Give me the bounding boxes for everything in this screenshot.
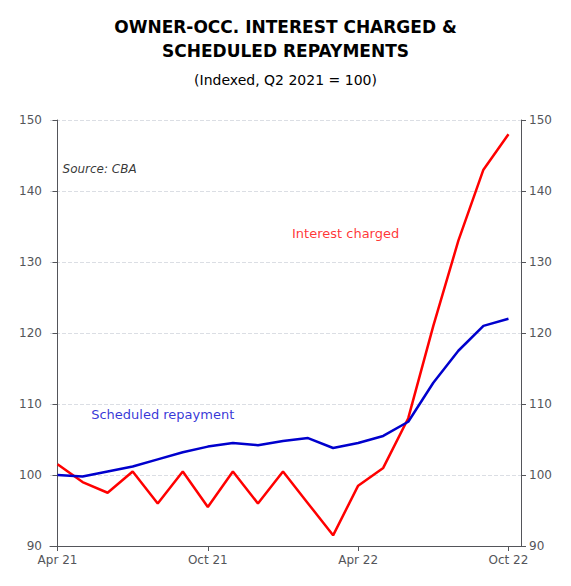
svg-text:Apr 22: Apr 22: [338, 553, 378, 567]
svg-text:SCHEDULED REPAYMENTS: SCHEDULED REPAYMENTS: [162, 41, 409, 61]
svg-text:150: 150: [529, 113, 552, 127]
svg-text:90: 90: [529, 539, 544, 553]
svg-text:100: 100: [529, 468, 552, 482]
svg-text:150: 150: [19, 113, 42, 127]
svg-text:140: 140: [19, 184, 42, 198]
svg-text:Scheduled repayment: Scheduled repayment: [91, 407, 234, 422]
svg-text:OWNER-OCC. INTEREST CHARGED &: OWNER-OCC. INTEREST CHARGED &: [114, 17, 457, 37]
svg-text:(Indexed, Q2 2021 = 100): (Indexed, Q2 2021 = 100): [194, 72, 377, 88]
svg-text:130: 130: [19, 255, 42, 269]
svg-text:Source: CBA: Source: CBA: [63, 162, 137, 176]
svg-text:110: 110: [529, 397, 552, 411]
svg-text:Apr 21: Apr 21: [38, 553, 78, 567]
svg-text:140: 140: [529, 184, 552, 198]
svg-text:120: 120: [529, 326, 552, 340]
svg-text:110: 110: [19, 397, 42, 411]
svg-text:120: 120: [19, 326, 42, 340]
svg-text:100: 100: [19, 468, 42, 482]
svg-text:Oct 21: Oct 21: [188, 553, 228, 567]
svg-text:Interest charged: Interest charged: [292, 226, 399, 241]
svg-text:Oct 22: Oct 22: [489, 553, 529, 567]
svg-text:90: 90: [27, 539, 42, 553]
svg-text:130: 130: [529, 255, 552, 269]
